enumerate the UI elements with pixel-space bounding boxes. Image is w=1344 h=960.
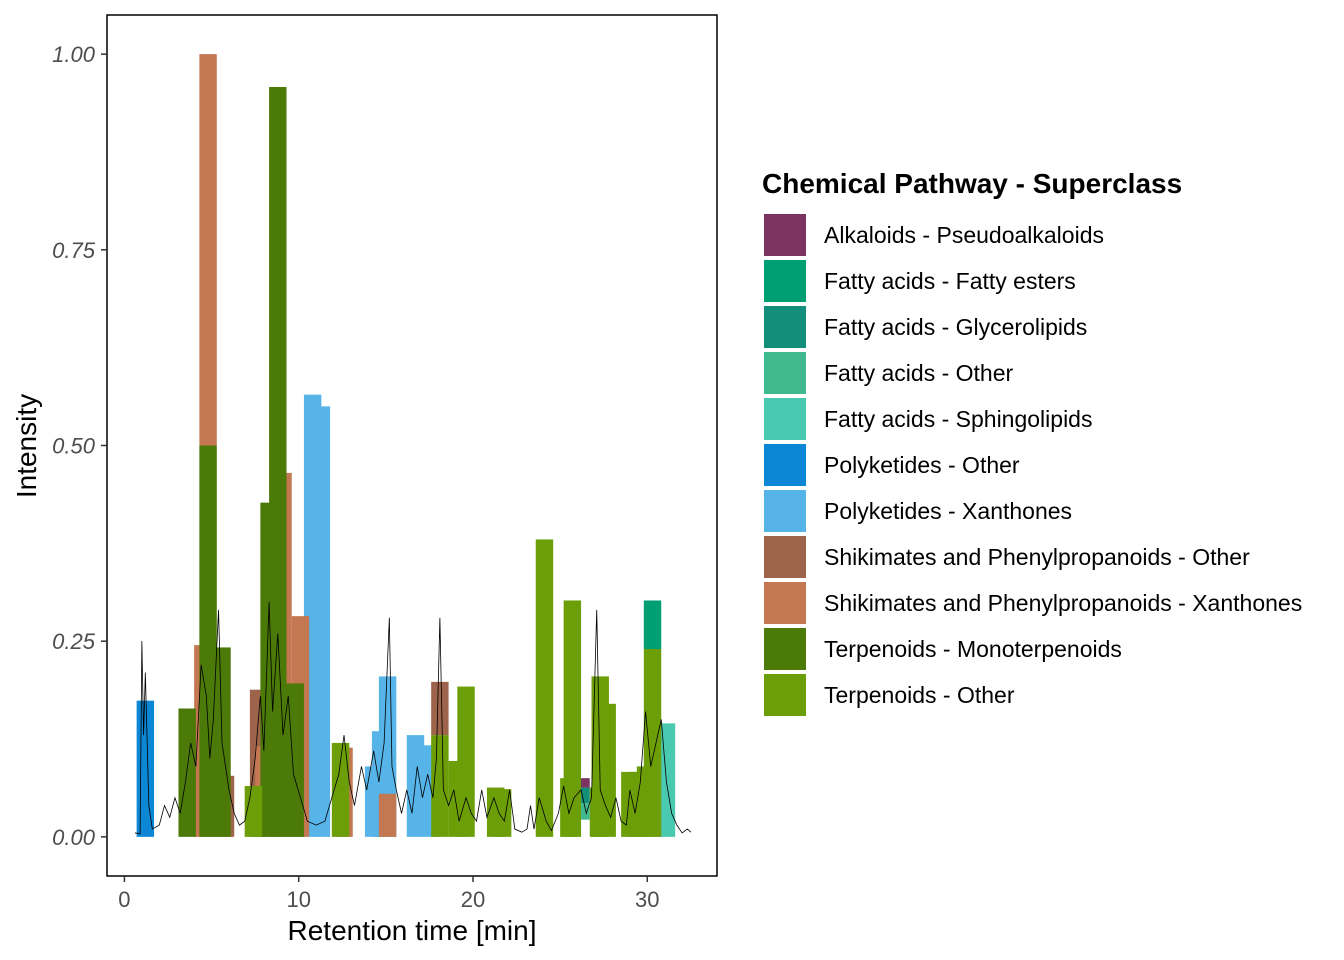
legend-item-9: Terpenoids - Monoterpenoids	[762, 626, 1302, 672]
legend-swatch-0	[764, 214, 806, 256]
y-tick-label-0: 0.00	[52, 825, 96, 850]
legend-swatch-7	[764, 536, 806, 578]
bar-9-0	[178, 708, 196, 837]
legend-label-1: Fatty acids - Fatty esters	[824, 267, 1076, 294]
legend-item-4: Fatty acids - Sphingolipids	[762, 396, 1302, 442]
bar-10-6	[493, 789, 512, 837]
legend-item-8: Shikimates and Phenylpropanoids - Xantho…	[762, 580, 1302, 626]
bar-8-6	[378, 793, 397, 837]
legend-label-6: Polyketides - Xanthones	[824, 497, 1073, 524]
legend-swatch-5	[764, 444, 806, 486]
legend-label-7: Shikimates and Phenylpropanoids - Other	[824, 543, 1250, 570]
legend: Chemical Pathway - Superclass Alkaloids …	[762, 168, 1302, 718]
legend-item-2: Fatty acids - Glycerolipids	[762, 304, 1302, 350]
legend-item-1: Fatty acids - Fatty esters	[762, 258, 1302, 304]
bar-8-1	[199, 54, 217, 446]
legend-label-5: Polyketides - Other	[824, 451, 1020, 478]
legend-swatch-4	[764, 398, 806, 440]
x-axis: 0 10 20 30	[118, 876, 660, 912]
bar-9-1	[199, 445, 217, 837]
legend-item-10: Terpenoids - Other	[762, 672, 1302, 718]
legend-label-9: Terpenoids - Monoterpenoids	[824, 635, 1122, 662]
legend-swatch-3	[764, 352, 806, 394]
bar-1-0	[643, 600, 662, 650]
bar-5-0	[136, 700, 155, 837]
y-axis: 0.00 0.25 0.50 0.75 1.00	[52, 42, 107, 850]
legend-item-6: Polyketides - Xanthones	[762, 488, 1302, 534]
legend-label-0: Alkaloids - Pseudoalkaloids	[824, 221, 1104, 248]
legend-swatch-10	[764, 674, 806, 716]
legend-item-7: Shikimates and Phenylpropanoids - Other	[762, 534, 1302, 580]
legend-label-8: Shikimates and Phenylpropanoids - Xantho…	[824, 589, 1303, 616]
legend-item-3: Fatty acids - Other	[762, 350, 1302, 396]
bar-10-2	[431, 735, 449, 837]
legend-label-4: Fatty acids - Sphingolipids	[824, 405, 1093, 432]
bar-9-4	[269, 87, 287, 837]
bar-7-2	[431, 681, 449, 736]
bar-10-7	[535, 539, 554, 837]
chromatogram-line	[134, 602, 692, 835]
bar-6-1	[312, 406, 331, 837]
x-tick-label-1: 10	[286, 887, 310, 912]
legend-label-2: Fatty acids - Glycerolipids	[824, 313, 1088, 340]
legend-item-5: Polyketides - Other	[762, 442, 1302, 488]
bar-10-1	[331, 742, 350, 837]
x-axis-title: Retention time [min]	[288, 915, 537, 946]
y-tick-label-4: 1.00	[52, 42, 96, 67]
x-tick-label-2: 20	[461, 887, 485, 912]
y-tick-label-2: 0.50	[52, 434, 96, 459]
bar-6-5	[406, 735, 425, 837]
y-tick-label-1: 0.25	[52, 629, 96, 654]
y-tick-label-3: 0.75	[52, 238, 96, 263]
bar-9-5	[286, 683, 304, 837]
legend-swatch-9	[764, 628, 806, 670]
legend-title: Chemical Pathway - Superclass	[762, 168, 1183, 199]
bar-10-12	[598, 703, 616, 837]
x-tick-label-3: 30	[635, 887, 659, 912]
bar-10-0	[244, 785, 263, 837]
legend-item-0: Alkaloids - Pseudoalkaloids	[762, 212, 1302, 258]
bars-layer	[136, 54, 676, 837]
legend-swatch-6	[764, 490, 806, 532]
legend-swatch-1	[764, 260, 806, 302]
legend-label-10: Terpenoids - Other	[824, 681, 1015, 708]
legend-items: Alkaloids - Pseudoalkaloids Fatty acids -…	[762, 212, 1302, 718]
bar-10-16	[643, 649, 662, 837]
bar-10-4	[457, 686, 475, 837]
x-tick-label-0: 0	[118, 887, 130, 912]
legend-swatch-8	[764, 582, 806, 624]
bar-10-9	[563, 600, 582, 837]
legend-label-3: Fatty acids - Other	[824, 359, 1014, 386]
legend-swatch-2	[764, 306, 806, 348]
y-axis-title: Intensity	[11, 394, 42, 498]
